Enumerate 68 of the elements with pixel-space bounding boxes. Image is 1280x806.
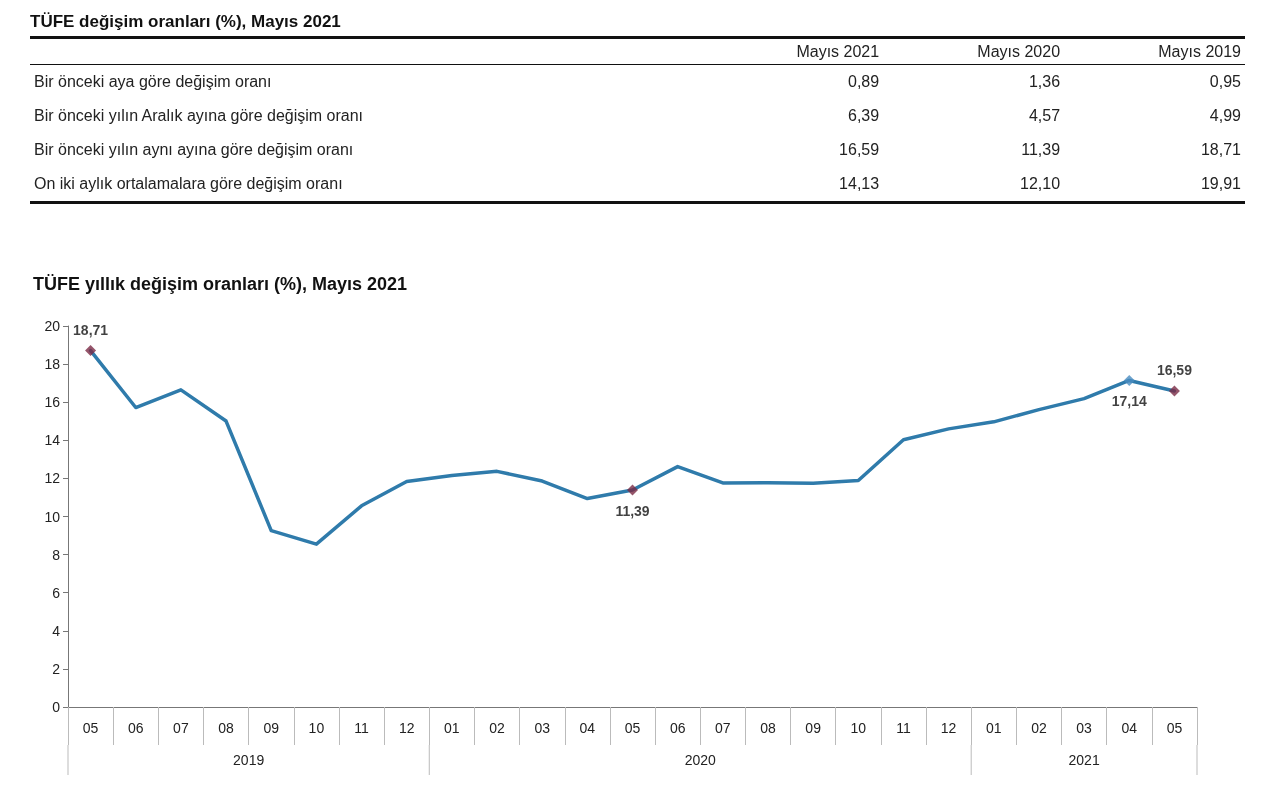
- chart-title: TÜFE yıllık değişim oranları (%), Mayıs 2021: [33, 274, 408, 294]
- data-label: 19,91: [1064, 167, 1245, 203]
- data-label: 18,71: [73, 322, 109, 339]
- y-tick-label: 10: [44, 508, 61, 525]
- data-label: 6,39: [847, 106, 881, 126]
- point: [85, 345, 97, 357]
- category-label: On iki aylık ortalamalara göre değişim oranı: [30, 167, 703, 203]
- x-tick-label: 08: [760, 720, 776, 736]
- x-tick-label: 02: [1031, 720, 1047, 736]
- x-tick-label: 05: [624, 720, 641, 736]
- data-label: 0,89: [847, 72, 881, 92]
- text: TÜFE değişim oranları (%), Mayıs 2021: [30, 12, 342, 32]
- x-tick-label: 01: [985, 720, 1002, 736]
- point: [1168, 385, 1180, 397]
- x-tick-label: 08: [218, 720, 235, 736]
- y-tick-label: 2: [52, 660, 61, 677]
- data-label: 1,36: [1027, 72, 1062, 92]
- data-label: 11,39: [615, 502, 650, 519]
- category-label: Bir önceki yılın aynı ayına göre değişim oranı: [33, 140, 355, 160]
- x-tick-label: 05: [82, 720, 99, 736]
- data-label: 17,14: [1111, 392, 1147, 409]
- x-tick-label: 09: [263, 720, 280, 736]
- data-label: 14,13: [702, 167, 884, 203]
- x-tick-label: 10: [850, 720, 867, 736]
- x-tick-label: 05: [1166, 720, 1183, 736]
- data-label: 11,39: [1020, 140, 1062, 160]
- y-tick-label: 0: [52, 699, 61, 715]
- category-label: Bir önceki yılın Aralık ayına göre değişim oranı: [33, 106, 365, 126]
- text: 2019: [233, 752, 265, 768]
- x-tick-label: 12: [940, 720, 957, 736]
- x-tick-label: 06: [127, 720, 144, 736]
- text: Mayıs 2021: [702, 37, 884, 65]
- x-tick-label: 02: [489, 720, 506, 736]
- x-tick-label: 04: [579, 720, 596, 736]
- data-label: 12,10: [883, 167, 1065, 203]
- x-tick-label: 07: [173, 720, 189, 736]
- x-tick-label: 11: [896, 720, 911, 736]
- point: [627, 484, 638, 496]
- data-label: 4,57: [1027, 106, 1062, 126]
- x-tick-label: 10: [308, 720, 325, 736]
- x-tick-label: 11: [354, 720, 370, 736]
- y-tick-label: 6: [52, 584, 61, 601]
- data-label: 4,99: [1208, 106, 1242, 126]
- data-label: 16,59: [838, 140, 881, 160]
- y-tick-label: 18: [44, 356, 61, 373]
- x-tick-label: 03: [534, 720, 551, 736]
- y-tick-label: 8: [52, 546, 61, 563]
- y-tick-label: 20: [44, 318, 61, 334]
- point: [1123, 374, 1135, 386]
- x-tick-label: 03: [1076, 720, 1093, 736]
- text: Mayıs 2019: [1064, 37, 1245, 65]
- text: 2021: [1068, 752, 1100, 768]
- x-tick-label: 01: [444, 720, 460, 736]
- category-label: Bir önceki aya göre değişim oranı: [33, 72, 273, 92]
- y-tick-label: 14: [44, 432, 61, 449]
- data-label: 16,59: [1156, 362, 1193, 379]
- text: Mayıs 2020: [883, 37, 1065, 65]
- x-tick-label: 12: [398, 720, 415, 736]
- x-tick-label: 04: [1121, 720, 1138, 736]
- x-tick-label: 07: [715, 720, 731, 736]
- x-tick-label: 09: [805, 720, 822, 736]
- text: 2020: [684, 752, 717, 768]
- data-label: 18,71: [1199, 140, 1242, 160]
- y-tick-label: 12: [44, 470, 61, 487]
- y-tick-label: 16: [44, 394, 61, 411]
- x-tick-label: 06: [669, 720, 686, 736]
- data-label: 0,95: [1208, 72, 1242, 92]
- y-tick-label: 4: [52, 622, 61, 639]
